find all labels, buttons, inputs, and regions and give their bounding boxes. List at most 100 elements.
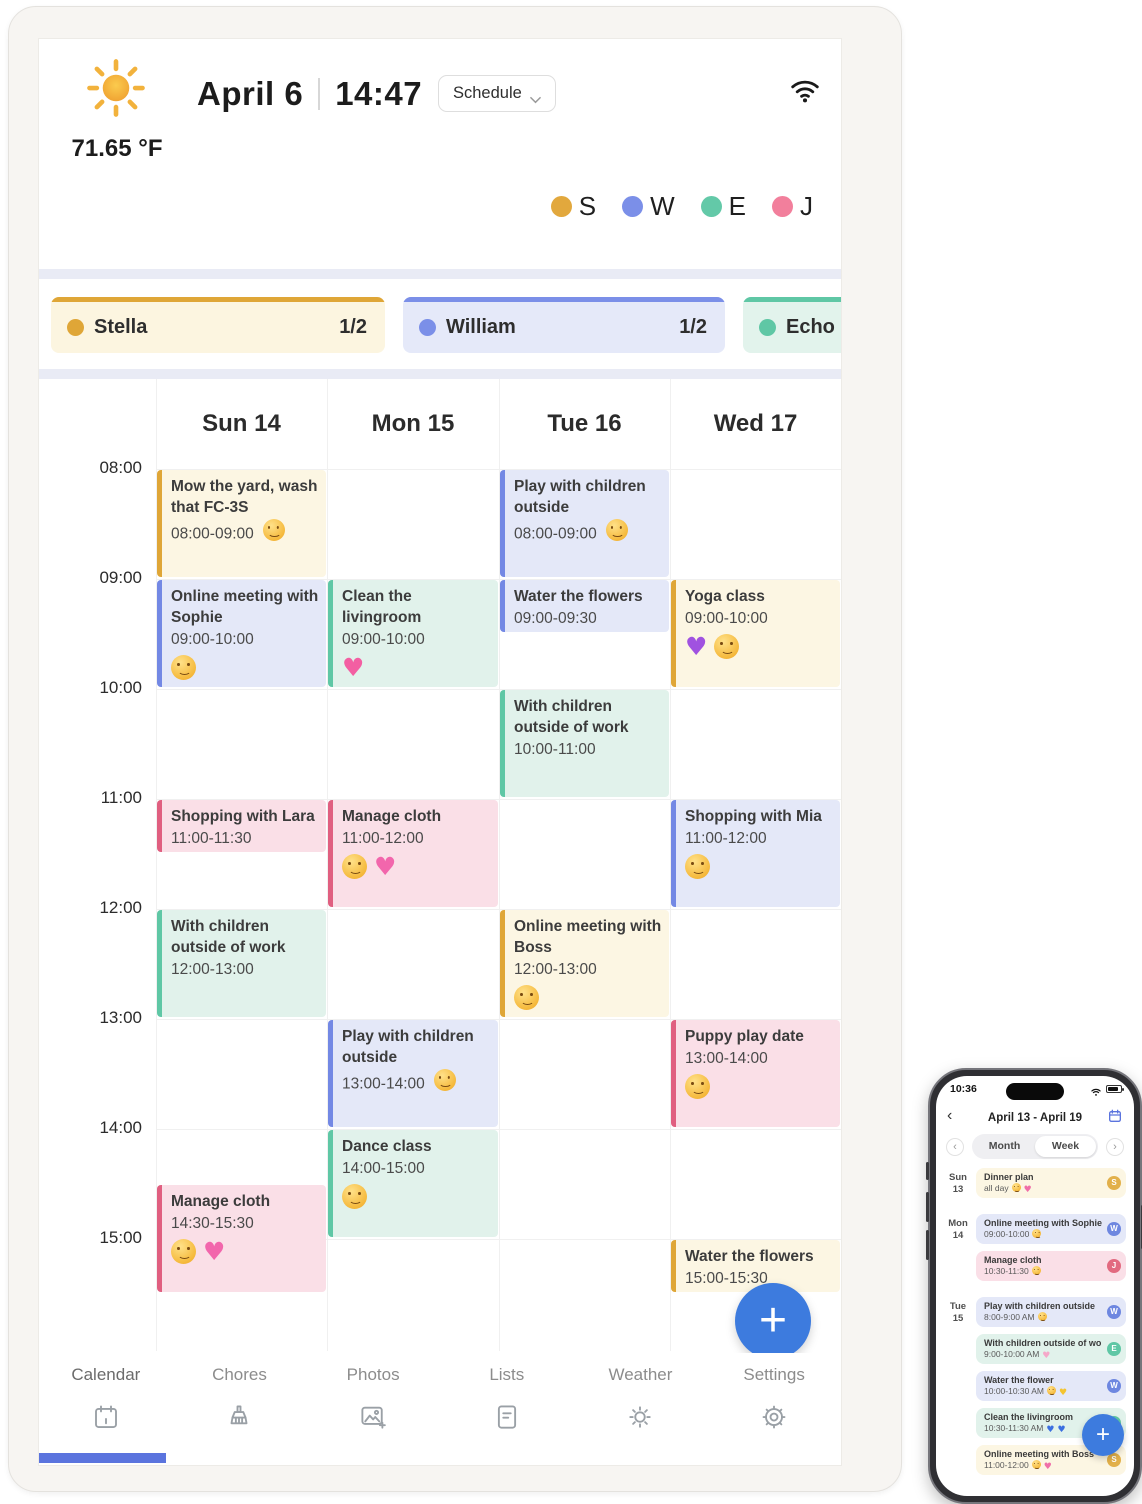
phone-day-name: Sun	[949, 1172, 967, 1183]
event-color-bar	[157, 910, 162, 1017]
calendar-event[interactable]: Puppy play date 13:00-14:00	[671, 1020, 840, 1127]
event-color-bar	[157, 1185, 162, 1292]
back-chevron-icon[interactable]: ‹	[947, 1107, 953, 1124]
phone-event-card[interactable]: Online meeting with Boss 11:00-12:00 ♥ S	[976, 1445, 1126, 1475]
nav-item-photos[interactable]: Photos	[318, 1365, 428, 1432]
nav-item-calendar[interactable]: Calendar	[51, 1365, 161, 1432]
phone-date-range-title: April 13 - April 19	[987, 1112, 1083, 1124]
calendar-event[interactable]: Shopping with Mia 11:00-12:00	[671, 800, 840, 907]
calendar-event[interactable]: Clean the livingroom 09:00-10:00 ♥	[328, 580, 498, 687]
calendar-event[interactable]: Shopping with Lara 11:00-11:30	[157, 800, 326, 852]
segment-month[interactable]: Month	[988, 1140, 1021, 1152]
add-event-fab[interactable]: +	[735, 1283, 811, 1359]
legend-member-E[interactable]: E	[700, 191, 746, 222]
event-title: Online meeting with Sophie	[171, 588, 319, 626]
grid-hour-line	[156, 1239, 841, 1240]
phone-event-card[interactable]: Play with children outside 8:00-9:00 AM W	[976, 1297, 1126, 1327]
phone-event-card[interactable]: Dinner plan all day ♥ S	[976, 1168, 1126, 1198]
nav-item-label: Lists	[489, 1365, 525, 1384]
person-tab-echo[interactable]: Echo	[743, 297, 841, 353]
phone-event-title: Dinner plan	[984, 1172, 1034, 1182]
calendar-event[interactable]: Online meeting with Sophie 09:00-10:00	[157, 580, 326, 687]
phone-event-card[interactable]: With children outside of work 9:00-10:00 …	[976, 1334, 1126, 1364]
legend-member-J[interactable]: J	[772, 191, 813, 222]
current-time: 14:47	[335, 75, 423, 112]
event-title: Shopping with Lara	[171, 808, 315, 825]
legend-label: S	[578, 191, 597, 221]
calendar-event[interactable]: Online meeting with Boss 12:00-13:00	[500, 910, 669, 1017]
phone-event-title: Clean the livingroom	[984, 1412, 1074, 1422]
schedule-dropdown[interactable]: Schedule	[438, 75, 556, 112]
nav-item-weather[interactable]: Weather	[585, 1365, 695, 1432]
divider-band-top	[39, 269, 841, 279]
event-title: Dance class	[342, 1138, 432, 1155]
phone-event-time: all day ♥	[984, 1183, 1032, 1195]
date-time: April 6 14:47	[197, 75, 422, 113]
event-title: Play with children outside	[514, 478, 646, 516]
calendar-event[interactable]: With children outside of work 10:00-11:00	[500, 690, 669, 797]
person-tab-accent-bar	[51, 297, 385, 302]
person-tab-william[interactable]: William 1/2	[403, 297, 725, 353]
event-color-bar	[328, 580, 333, 687]
person-name: William	[446, 315, 516, 338]
event-emojis: ♥	[342, 655, 492, 680]
monocle-face-emoji	[342, 1184, 367, 1209]
event-time: 13:00-14:00	[685, 1050, 768, 1067]
smiling-face-emoji	[1031, 1266, 1041, 1276]
event-title: Water the flowers	[514, 588, 643, 605]
legend-member-S[interactable]: S	[550, 191, 597, 222]
prev-week-chevron-icon[interactable]: ‹	[946, 1137, 964, 1156]
legend-member-W[interactable]: W	[622, 191, 675, 222]
calendar-picker-icon[interactable]	[1107, 1108, 1123, 1124]
device-frame: 71.65 °F April 6 14:47 Schedule	[8, 6, 902, 1492]
segment-week[interactable]: Week	[1035, 1136, 1096, 1157]
smiling-face-emoji	[1031, 1460, 1041, 1470]
person-tab-accent-bar	[743, 297, 841, 302]
phone-event-card[interactable]: Water the flower 10:00-10:30 AM ♥ W	[976, 1371, 1126, 1401]
person-name: Echo	[786, 315, 835, 338]
calendar-event[interactable]: Water the flowers 15:00-15:30	[671, 1240, 840, 1292]
nav-item-chores[interactable]: Chores	[184, 1365, 294, 1432]
calendar-event[interactable]: Manage cloth 14:30-15:30 ♥	[157, 1185, 326, 1292]
calendar-event[interactable]: Manage cloth 11:00-12:00 ♥	[328, 800, 498, 907]
calendar-event[interactable]: Dance class 14:00-15:00	[328, 1130, 498, 1237]
smiling-face-with-hearts-emoji	[605, 519, 628, 541]
legend-dot	[622, 196, 644, 217]
wifi-icon	[787, 75, 823, 105]
calendar-event[interactable]: Play with children outside 13:00-14:00	[328, 1020, 498, 1127]
calendar-event[interactable]: Mow the yard, wash that FC-3S 08:00-09:00	[157, 470, 326, 577]
divider-band-bottom	[39, 369, 841, 379]
calendar-event[interactable]: Water the flowers 09:00-09:30	[500, 580, 669, 632]
phone-event-title: Water the flower	[984, 1375, 1054, 1385]
day-header: Mon 15	[371, 410, 455, 437]
phone-add-event-fab[interactable]: +	[1082, 1414, 1124, 1456]
phone-event-card[interactable]: Online meeting with Sophie 09:00-10:00 W	[976, 1214, 1126, 1244]
event-color-bar	[500, 580, 505, 632]
person-tab-stella[interactable]: Stella 1/2	[51, 297, 385, 353]
yellow-heart-emoji: ♥	[1059, 1387, 1068, 1398]
nav-item-settings[interactable]: Settings	[719, 1365, 829, 1432]
battery-icon	[1106, 1084, 1124, 1094]
next-week-chevron-icon[interactable]: ›	[1106, 1137, 1124, 1156]
phone-event-title: Online meeting with Sophie	[984, 1218, 1102, 1228]
event-title: With children outside of work	[171, 918, 286, 956]
calendar-event[interactable]: Yoga class 09:00-10:00 ♥	[671, 580, 840, 687]
event-title: Shopping with Mia	[685, 808, 822, 825]
sun-icon	[625, 1402, 655, 1432]
phone-event-time: 10:30-11:30	[984, 1266, 1102, 1277]
nav-item-lists[interactable]: Lists	[452, 1365, 562, 1432]
hour-label: 10:00	[99, 678, 142, 697]
phone-day-label: Sun 13	[944, 1168, 972, 1198]
winking-tongue-face-emoji	[262, 519, 285, 541]
calendar-event[interactable]: Play with children outside 08:00-09:00	[500, 470, 669, 577]
event-emojis	[685, 854, 834, 879]
smiling-face-emoji	[1037, 1312, 1047, 1322]
bottom-nav: Calendar Chores Photos Lists Weather Settings	[39, 1353, 841, 1453]
sun-weather-icon	[79, 51, 153, 125]
grid-hour-line	[156, 1019, 841, 1020]
nav-item-label: Photos	[346, 1365, 400, 1384]
event-emojis: ♥	[342, 854, 492, 879]
calendar-event[interactable]: With children outside of work 12:00-13:00	[157, 910, 326, 1017]
phone-member-badge: J	[1107, 1259, 1121, 1273]
phone-event-card[interactable]: Manage cloth 10:30-11:30 J	[976, 1251, 1126, 1281]
